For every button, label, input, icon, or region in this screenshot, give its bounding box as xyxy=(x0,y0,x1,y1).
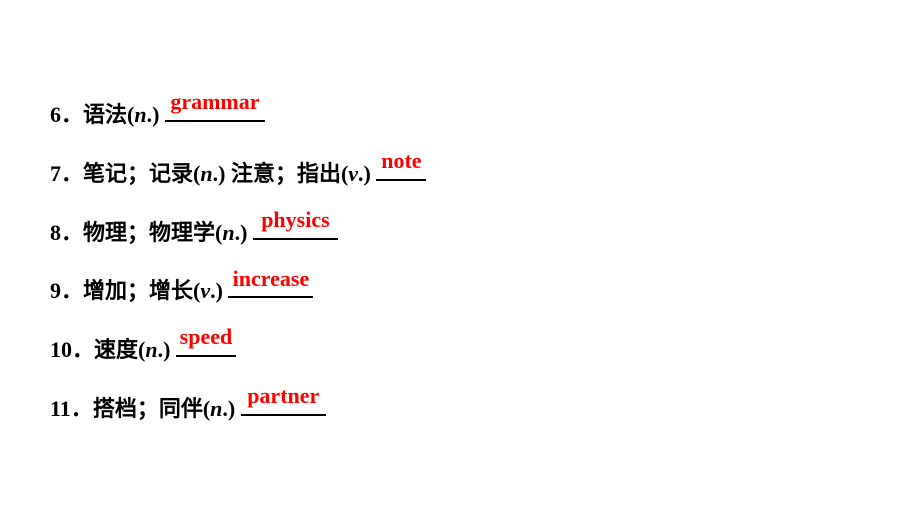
item-number: 6 xyxy=(50,102,61,127)
vocab-item: 11．搭档；同伴(n.) partner xyxy=(50,394,870,425)
item-number: 8 xyxy=(50,220,61,245)
item-term: 物理；物理学 xyxy=(83,220,215,245)
answer-blank: partner xyxy=(241,394,326,416)
item-punct: ． xyxy=(61,278,83,303)
item-pos: (n.) xyxy=(138,337,170,362)
item-punct: ． xyxy=(61,220,83,245)
item-term-extra: 注意；指出 xyxy=(231,161,341,186)
item-pos: (n.) xyxy=(203,396,235,421)
answer-text: increase xyxy=(233,264,310,295)
answer-blank: note xyxy=(376,159,426,181)
item-number: 10 xyxy=(50,337,72,362)
answer-text: note xyxy=(381,146,421,177)
item-term: 速度 xyxy=(94,337,138,362)
item-pos-extra: (v.) xyxy=(341,161,371,186)
item-number: 7 xyxy=(50,161,61,186)
item-term: 搭档；同伴 xyxy=(93,396,203,421)
item-term: 语法 xyxy=(83,102,127,127)
item-number: 11 xyxy=(50,396,71,421)
answer-text: partner xyxy=(247,381,319,412)
item-term: 增加；增长 xyxy=(83,278,193,303)
vocab-list: 6．语法(n.) grammar7．笔记；记录(n.) 注意；指出(v.) no… xyxy=(50,100,870,425)
answer-blank: increase xyxy=(228,276,313,298)
item-term: 笔记；记录 xyxy=(83,161,193,186)
vocab-item: 9．增加；增长(v.) increase xyxy=(50,276,870,307)
answer-blank: physics xyxy=(253,218,338,240)
item-punct: ． xyxy=(71,396,93,421)
answer-blank: speed xyxy=(176,335,236,357)
answer-text: grammar xyxy=(170,87,259,118)
answer-blank: grammar xyxy=(165,100,265,122)
answer-text: physics xyxy=(261,205,329,236)
item-pos: (v.) xyxy=(193,278,223,303)
vocab-item: 7．笔记；记录(n.) 注意；指出(v.) note xyxy=(50,159,870,190)
vocab-item: 6．语法(n.) grammar xyxy=(50,100,870,131)
item-pos: (n.) xyxy=(193,161,225,186)
vocab-item: 10．速度(n.) speed xyxy=(50,335,870,366)
item-punct: ． xyxy=(72,337,94,362)
item-punct: ． xyxy=(61,161,83,186)
vocab-item: 8．物理；物理学(n.) physics xyxy=(50,218,870,249)
item-pos: (n.) xyxy=(215,220,247,245)
item-number: 9 xyxy=(50,278,61,303)
item-pos: (n.) xyxy=(127,102,159,127)
item-punct: ． xyxy=(61,102,83,127)
answer-text: speed xyxy=(180,322,233,353)
